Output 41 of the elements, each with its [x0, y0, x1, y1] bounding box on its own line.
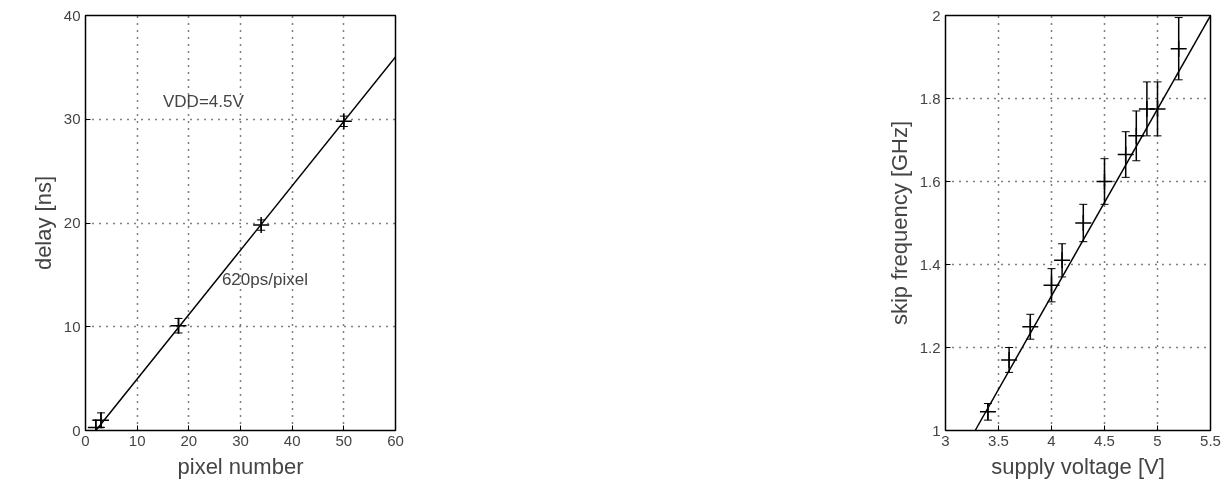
- x-tick-label: 3: [941, 431, 950, 449]
- y-tick-label: 1.8: [919, 89, 941, 107]
- x-tick-label: 4: [1047, 431, 1056, 449]
- x-tick-label: 4.5: [1094, 431, 1115, 449]
- point: [252, 216, 270, 234]
- annotation: 620ps/pixel: [221, 270, 308, 290]
- y-tick-label: 30: [63, 110, 81, 128]
- x-tick-label: 5.5: [1200, 431, 1221, 449]
- x-tick-label: 60: [387, 431, 404, 449]
- point: [1053, 251, 1071, 270]
- y-tick-label: 2: [932, 6, 941, 24]
- y-tick-label: 1.2: [919, 338, 941, 356]
- point: [1095, 172, 1114, 191]
- y-axis-title: delay [ns]: [30, 175, 56, 271]
- point: [335, 112, 353, 131]
- x-tick-label: 10: [128, 431, 146, 449]
- y-tick-label: 40: [63, 6, 81, 24]
- y-tick-label: 20: [63, 214, 81, 231]
- x-tick-label: 40: [283, 431, 301, 449]
- x-tick-label: 5: [1153, 431, 1162, 449]
- y-tick-label: 1: [932, 421, 941, 439]
- point: [1169, 39, 1188, 58]
- point: [1000, 351, 1018, 369]
- annotation: VDD=4.5V: [163, 91, 245, 111]
- point: [1074, 214, 1093, 232]
- x-tick-label: 20: [180, 431, 198, 449]
- point: [169, 316, 188, 335]
- point: [1042, 276, 1061, 294]
- y-axis-title: skip frequency [GHz]: [886, 120, 912, 326]
- y-tick-label: 1.6: [919, 172, 941, 190]
- y-tick-label: 10: [63, 317, 81, 335]
- point: [1116, 145, 1135, 164]
- y-tick-label: 1.4: [919, 255, 941, 273]
- x-axis-title: pixel number: [177, 453, 304, 479]
- x-tick-label: 3.5: [988, 431, 1009, 449]
- point: [979, 403, 997, 421]
- x-tick-label: 50: [335, 431, 353, 449]
- x-tick-label: 30: [232, 431, 249, 449]
- point: [1148, 100, 1167, 118]
- x-axis-title: supply voltage [V]: [991, 453, 1165, 479]
- point: [1021, 318, 1040, 336]
